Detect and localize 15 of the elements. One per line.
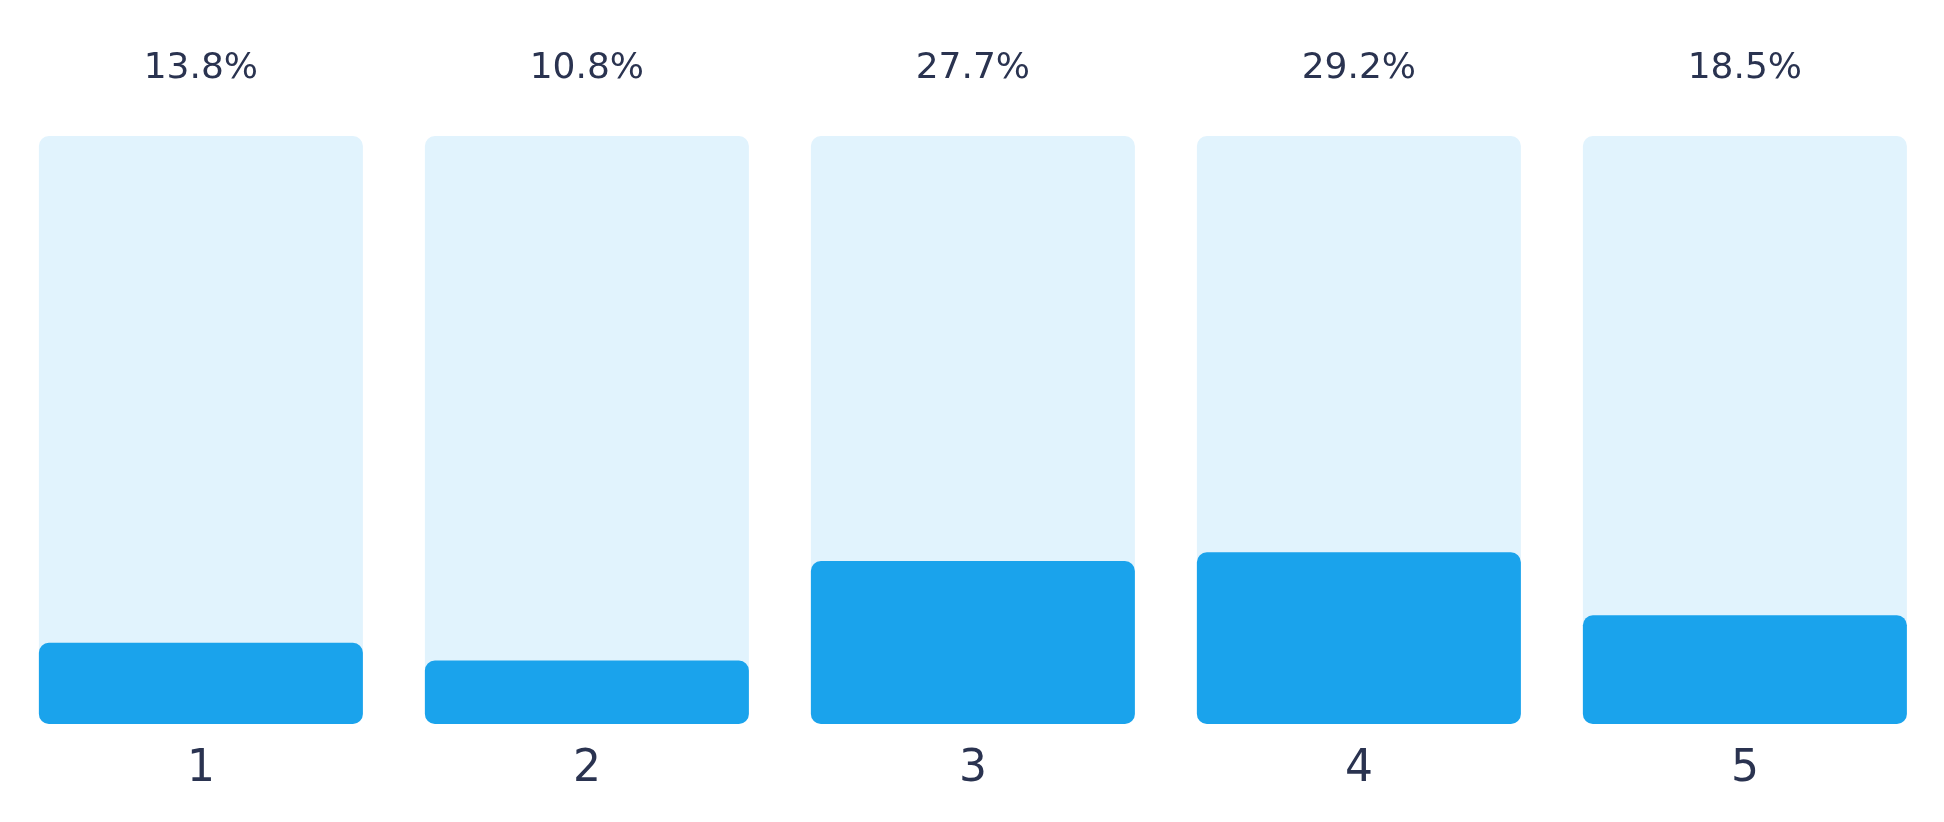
data-label: 18.5% <box>1687 45 1803 86</box>
x-tick-label: 2 <box>573 740 601 792</box>
x-tick-label: 4 <box>1345 740 1373 792</box>
data-label: 27.7% <box>915 45 1031 86</box>
x-tick-label: 3 <box>959 740 987 792</box>
bar <box>810 561 1135 724</box>
bar <box>424 660 749 724</box>
bar <box>38 642 363 724</box>
data-label: 10.8% <box>529 45 645 86</box>
bar <box>1582 615 1907 724</box>
data-label: 29.2% <box>1301 45 1417 86</box>
bar <box>1196 552 1521 724</box>
x-tick-label: 5 <box>1731 740 1759 792</box>
data-label: 13.8% <box>143 45 259 86</box>
x-tick-label: 1 <box>187 740 215 792</box>
